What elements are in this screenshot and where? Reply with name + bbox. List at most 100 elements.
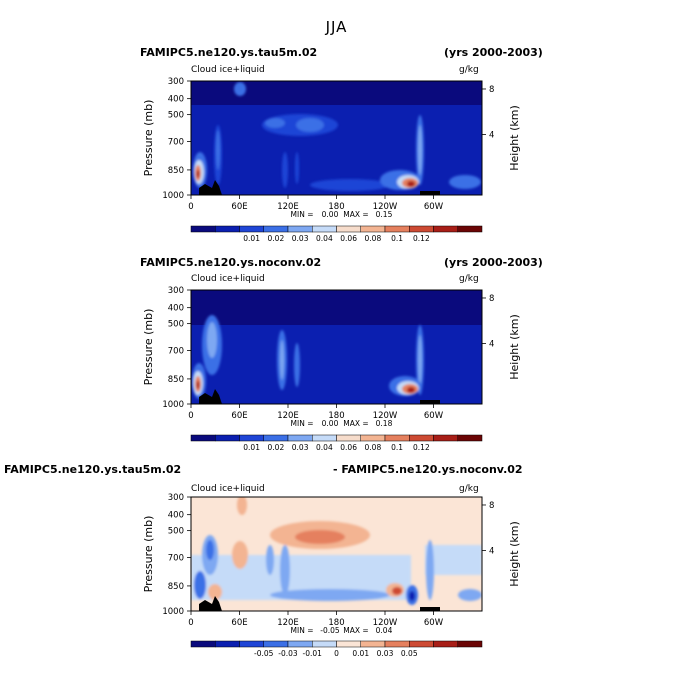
panel2-colorbar-box [384, 434, 410, 442]
panel2-units: g/kg [459, 274, 479, 284]
panel3-case-name: FAMIPC5.ne120.ys.tau5m.02 [4, 463, 182, 476]
panel1-years: (yrs 2000-2003) [444, 46, 543, 59]
panel2-min-label: MIN = [291, 419, 314, 428]
panel3-max-label: MAX = [343, 626, 368, 635]
panel3-colorbar-box [433, 640, 458, 648]
panel1-ytick-label: 500 [168, 111, 184, 121]
panel3-units: g/kg [459, 484, 479, 494]
panel2-colorbar-label: 0.02 [268, 443, 285, 452]
panel3-xtick-label: 60E [231, 618, 247, 628]
panel3-colorbar-box [312, 640, 337, 648]
panel1-colorbar-box [312, 225, 337, 233]
panel1-colorbar-box [433, 225, 458, 233]
panel1-ytick-label: 850 [168, 166, 184, 176]
panel3-colorbar-label: -0.01 [303, 649, 323, 658]
panel1-max-label: MAX = [343, 210, 368, 219]
panel3-colorbar-box [190, 640, 216, 648]
panel2-colorbar-box [360, 434, 386, 442]
panel1-ytick-label: 1000 [162, 191, 184, 201]
panel1-colorbar-box [263, 225, 289, 233]
panel1-field [191, 81, 482, 195]
panel2-colorbar-label: 0.06 [340, 443, 357, 452]
panel3-colorbar-box [215, 640, 240, 648]
panel2-xtick-label: 120W [373, 411, 398, 421]
panel2-colorbar-box [215, 434, 240, 442]
panel1-colorbar-box [336, 225, 361, 233]
panel1-colorbar-box [409, 225, 434, 233]
panel1-xtick-label: 180 [328, 202, 344, 212]
panel1-units: g/kg [459, 65, 479, 75]
panel2-xtick-label: 60E [231, 411, 247, 421]
panel2-xtick-label: 180 [328, 411, 344, 421]
panel3-colorbar-label: 0.05 [401, 649, 418, 658]
panel3-ytick-label: 700 [168, 553, 184, 563]
panel2-ytick-label: 1000 [162, 400, 184, 410]
panel2-ylabel: Pressure (mb) [142, 309, 155, 386]
panel1-ytick-label: 700 [168, 137, 184, 147]
panel2-field [191, 290, 482, 404]
panel2-years: (yrs 2000-2003) [444, 256, 543, 269]
panel2-colorbar-box [239, 434, 264, 442]
panel1-colorbar-box [457, 225, 483, 233]
panel1-colorbar-box [190, 225, 216, 233]
panel3-colorbar-box [409, 640, 434, 648]
panel2-colorbar-box [190, 434, 216, 442]
panel3-ylabel-right: Height (km) [508, 521, 521, 587]
panel3-xtick-label: 60W [424, 618, 444, 628]
panel3-field [191, 497, 482, 611]
panel2-colorbar-label: 0.03 [292, 443, 309, 452]
panel2-colorbar-label: 0.1 [391, 443, 403, 452]
panel3-variable: Cloud ice+liquid [191, 484, 265, 494]
panel1-ylabel-right: Height (km) [508, 105, 521, 171]
panel1-colorbar-label: 0.1 [391, 234, 403, 243]
panel3-min-value: -0.05 [320, 626, 340, 635]
panel3-colorbar-box [360, 640, 386, 648]
panel2-xtick-label: 60W [424, 411, 444, 421]
panel1-ylabel: Pressure (mb) [142, 100, 155, 177]
panel1-colorbar-label: 0.08 [365, 234, 382, 243]
panel2-ytick-label: 400 [168, 304, 184, 314]
panel2-ytick-label: 700 [168, 346, 184, 356]
panel3-colorbar-label: 0 [334, 649, 339, 658]
panel3-ylabel: Pressure (mb) [142, 516, 155, 593]
panel2-xtick-label: 120E [277, 411, 299, 421]
panel3-colorbar-box [384, 640, 410, 648]
panel2-ylabel-right: Height (km) [508, 314, 521, 380]
panel1-case-name: FAMIPC5.ne120.ys.tau5m.02 [140, 46, 318, 59]
panel1-colorbar-label: 0.06 [340, 234, 357, 243]
panel1-variable: Cloud ice+liquid [191, 65, 265, 75]
panel3-years: - FAMIPC5.ne120.ys.noconv.02 [333, 463, 523, 476]
panel2-colorbar-label: 0.04 [316, 443, 333, 452]
panel1-xtick-label: 120W [373, 202, 398, 212]
panel2-colorbar-box [263, 434, 289, 442]
panel2-colorbar-label: 0.12 [413, 443, 430, 452]
panel3-ytick-label: 1000 [162, 607, 184, 617]
panel2-min-value: 0.00 [322, 419, 339, 428]
panel2-xtick-label: 0 [188, 411, 193, 421]
panel2-variable: Cloud ice+liquid [191, 274, 265, 284]
panel3-ytick-label: 500 [168, 527, 184, 537]
panel1-min-label: MIN = [291, 210, 314, 219]
panel3-xtick-label: 180 [328, 618, 344, 628]
panel3-colorbar-box [239, 640, 264, 648]
panel1-colorbar-box [384, 225, 410, 233]
panel2-max-label: MAX = [343, 419, 368, 428]
panel1-xtick-label: 120E [277, 202, 299, 212]
panel3-colorbar-label: -0.05 [254, 649, 274, 658]
panel3-max-value: 0.04 [376, 626, 393, 635]
panel1-max-value: 0.15 [376, 210, 393, 219]
panel1-htick-label: 4 [489, 131, 494, 141]
panel1-colorbar-box [360, 225, 386, 233]
panel3-colorbar-label: -0.03 [278, 649, 298, 658]
panel3-colorbar-box [457, 640, 483, 648]
panel3-colorbar-box [263, 640, 289, 648]
panel3-ytick-label: 300 [168, 493, 184, 503]
panel1-colorbar-box [239, 225, 264, 233]
panel3-colorbar-label: 0.01 [352, 649, 369, 658]
panel3-htick-label: 4 [489, 547, 494, 557]
panel2-ytick-label: 850 [168, 375, 184, 385]
panel1-min-value: 0.00 [322, 210, 339, 219]
panel3-colorbar-box [287, 640, 313, 648]
panel1-htick-label: 8 [489, 85, 494, 95]
